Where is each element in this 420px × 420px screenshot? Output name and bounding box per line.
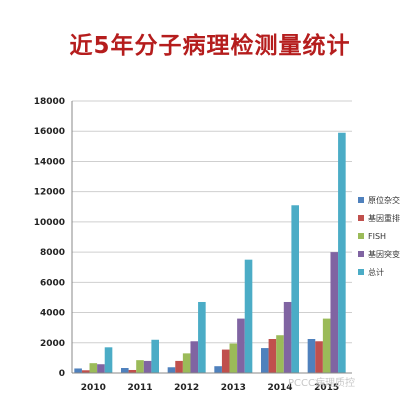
bar bbox=[315, 341, 323, 373]
legend-label: 原位杂交 bbox=[368, 195, 400, 205]
legend-label: FISH bbox=[368, 232, 386, 241]
legend-swatch bbox=[358, 197, 364, 203]
bar bbox=[221, 349, 230, 373]
y-tick-label: 6000 bbox=[40, 278, 65, 288]
bar bbox=[307, 339, 316, 373]
bar bbox=[214, 366, 222, 373]
legend-label: 总计 bbox=[368, 267, 384, 277]
bar bbox=[268, 339, 277, 373]
legend-label: 基因重排 bbox=[368, 213, 400, 223]
bar bbox=[104, 347, 113, 373]
y-tick-label: 12000 bbox=[34, 188, 65, 198]
bar bbox=[167, 367, 176, 373]
bar bbox=[121, 368, 129, 373]
x-tick-label: 2010 bbox=[81, 383, 106, 393]
x-axis-ticks: 2010 2011 2012 2013 2014 2015 bbox=[81, 383, 339, 393]
y-tick-label: 16000 bbox=[34, 127, 65, 137]
x-tick-label: 2012 bbox=[174, 383, 199, 393]
gridlines bbox=[72, 100, 352, 374]
y-tick-label: 18000 bbox=[34, 97, 65, 107]
bar bbox=[97, 364, 105, 373]
bar bbox=[198, 301, 206, 373]
legend-swatch bbox=[358, 251, 364, 257]
y-tick-label: 2000 bbox=[40, 339, 65, 349]
bar bbox=[237, 318, 245, 373]
bar bbox=[190, 341, 199, 373]
bar bbox=[322, 318, 331, 373]
bars bbox=[74, 132, 346, 373]
bar bbox=[128, 369, 137, 373]
y-tick-label: 0 bbox=[59, 369, 65, 379]
bar bbox=[89, 363, 98, 373]
y-tick-label: 4000 bbox=[40, 309, 65, 319]
bar bbox=[151, 339, 159, 373]
bar bbox=[244, 259, 253, 373]
bar bbox=[81, 370, 90, 373]
legend-swatch bbox=[358, 233, 364, 239]
y-tick-label: 10000 bbox=[34, 218, 65, 228]
bar bbox=[136, 360, 144, 373]
plot-area bbox=[72, 101, 352, 373]
bar bbox=[338, 132, 346, 373]
y-tick-label: 14000 bbox=[34, 157, 65, 167]
axes bbox=[71, 101, 352, 374]
bar bbox=[175, 360, 183, 373]
plot-background bbox=[72, 101, 352, 373]
watermark: PCCC病理质控 bbox=[288, 378, 355, 389]
x-tick-label: 2011 bbox=[127, 383, 152, 393]
y-tick-label: 8000 bbox=[40, 248, 65, 258]
bar bbox=[283, 301, 292, 373]
bar bbox=[330, 252, 339, 373]
legend-swatch bbox=[358, 269, 364, 275]
bar bbox=[291, 205, 299, 373]
chart-title: 近5年分子病理检测量统计 bbox=[69, 33, 351, 59]
x-tick-label: 2013 bbox=[221, 383, 246, 393]
bar bbox=[182, 353, 191, 373]
bar bbox=[74, 368, 82, 373]
legend-label: 基因突变 bbox=[368, 249, 400, 259]
bar bbox=[143, 360, 152, 373]
y-axis-ticks: 0 2000 4000 6000 8000 10000 12000 14000 16000 180… bbox=[34, 97, 65, 379]
x-tick-label: 2015 bbox=[314, 383, 339, 393]
bar bbox=[229, 343, 238, 373]
bar bbox=[276, 335, 284, 373]
x-tick-label: 2014 bbox=[267, 383, 292, 393]
legend-swatch bbox=[358, 215, 364, 221]
bar bbox=[261, 348, 269, 373]
